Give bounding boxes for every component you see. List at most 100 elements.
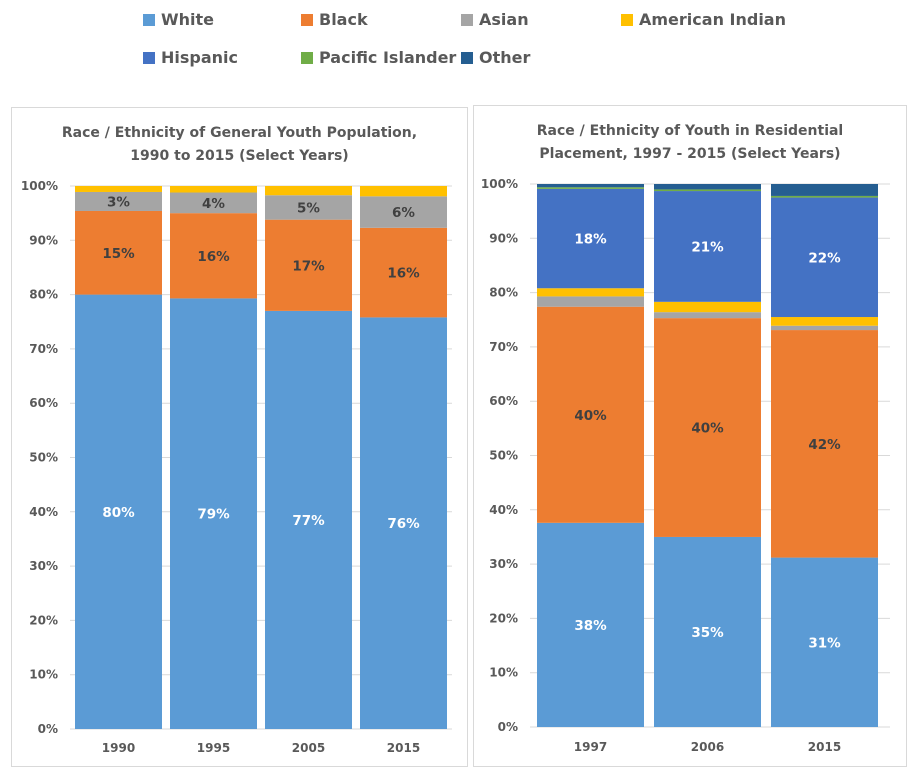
bar-segment-pacific-islander [654,189,761,192]
legend-label: Other [479,48,531,67]
bar-segment-asian [654,312,761,319]
bar-segment-pacific-islander [771,195,878,198]
bar-segment-other [771,184,878,196]
bar-segment-american-indian [75,186,162,192]
x-tick-label: 2006 [691,740,724,754]
chart-title: Race / Ethnicity of Youth in Residential… [474,120,906,166]
data-label: 31% [808,635,841,651]
y-tick-label: 90% [489,231,518,245]
legend-swatch [301,13,313,26]
bar-segment-hispanic [537,188,644,289]
legend-item-american-indian: American Indian [621,10,786,29]
y-tick-label: 30% [489,557,518,571]
data-label: 3% [107,194,130,210]
legend-swatch [621,13,633,26]
bar-segment-black [170,213,257,299]
data-label: 5% [297,200,320,216]
y-tick-label: 70% [29,342,58,356]
y-tick-label: 60% [489,394,518,408]
data-label: 38% [574,618,607,634]
x-tick-label: 1995 [197,741,230,755]
y-tick-label: 70% [489,340,518,354]
bar-segment-white [654,536,761,727]
y-tick-label: 100% [481,177,518,191]
data-label: 40% [574,408,607,424]
bar-segment-black [265,219,352,311]
legend-swatch [461,51,473,64]
y-tick-label: 100% [21,179,58,193]
y-tick-label: 50% [489,449,518,463]
legend-item-pacific-islander: Pacific Islander [301,48,456,67]
bar-segment-white [75,294,162,729]
y-tick-label: 80% [489,286,518,300]
bar-segment-black [654,318,761,537]
y-tick-label: 10% [29,668,58,682]
data-label: 18% [574,232,607,248]
bar-segment-white [771,557,878,727]
legend-item-black: Black [301,10,368,29]
legend-item-other: Other [461,48,530,67]
data-label: 35% [691,625,724,641]
legend-swatch [143,13,155,26]
chart-legend: White Black Asian American Indian Hispanic Pa… [0,0,910,90]
data-label: 15% [102,246,135,262]
bar-segment-other [654,184,761,190]
y-tick-label: 0% [498,720,518,734]
x-tick-label: 2015 [808,740,841,754]
general-population-chart: Race / Ethnicity of General Youth Popula… [11,107,468,767]
bar-segment-white [537,522,644,727]
residential-placement-chart: Race / Ethnicity of Youth in Residential… [473,105,907,767]
x-tick-label: 2005 [292,741,325,755]
y-tick-label: 90% [29,233,58,247]
bar-segment-white [265,310,352,729]
y-tick-label: 60% [29,396,58,410]
data-label: 79% [197,507,230,523]
bar-segment-american-indian [537,288,644,297]
bar-segment-asian [360,196,447,228]
legend-label: American Indian [639,10,786,29]
bar-segment-asian [265,195,352,220]
chart-plot-area: 0% 10% 20% 30% 40% 50% 60% 70% 80% 90% 100% 80% 15% 3… [21,179,452,755]
y-tick-label: 50% [29,451,58,465]
bar-segment-black [771,330,878,558]
bar-segment-asian [537,296,644,307]
bar-segment-white [170,298,257,729]
bar-segment-asian [75,191,162,211]
bar-segment-hispanic [771,197,878,318]
legend-label: White [161,10,215,29]
x-tick-label: 1997 [574,740,607,754]
bar-segment-black [360,227,447,318]
data-label: 17% [292,258,325,274]
bar-segment-black [537,306,644,523]
y-tick-label: 20% [29,613,58,627]
data-label: 42% [808,437,841,453]
chart-plot-area: 0% 10% 20% 30% 40% 50% 60% 70% 80% 90% 100% 38% 40% 1… [481,177,890,754]
data-label: 76% [387,516,420,532]
bar-segment-american-indian [170,186,257,193]
bar-segment-other [537,184,644,188]
bar-segment-american-indian [654,301,761,313]
bar-segment-american-indian [771,317,878,326]
legend-label: Hispanic [161,48,239,67]
y-tick-label: 40% [29,505,58,519]
legend-item-asian: Asian [461,10,529,29]
y-tick-label: 40% [489,503,518,517]
y-tick-label: 20% [489,611,518,625]
legend-label: Black [319,10,368,29]
data-label: 4% [202,196,225,212]
data-label: 16% [197,249,230,265]
y-tick-label: 80% [29,288,58,302]
chart-title: Race / Ethnicity of General Youth Popula… [12,122,467,168]
bar-segment-asian [771,325,878,331]
bar-segment-american-indian [265,186,352,196]
x-tick-label: 2015 [387,741,420,755]
bar-segment-american-indian [360,186,447,197]
data-label: 16% [387,266,420,282]
legend-label: Asian [479,10,529,29]
y-tick-label: 10% [489,666,518,680]
legend-swatch [143,51,155,64]
bar-segment-white [360,317,447,729]
data-label: 77% [292,513,325,529]
chart-title-line-1: Race / Ethnicity of General Youth Popula… [61,125,418,141]
legend-swatch [461,13,473,26]
